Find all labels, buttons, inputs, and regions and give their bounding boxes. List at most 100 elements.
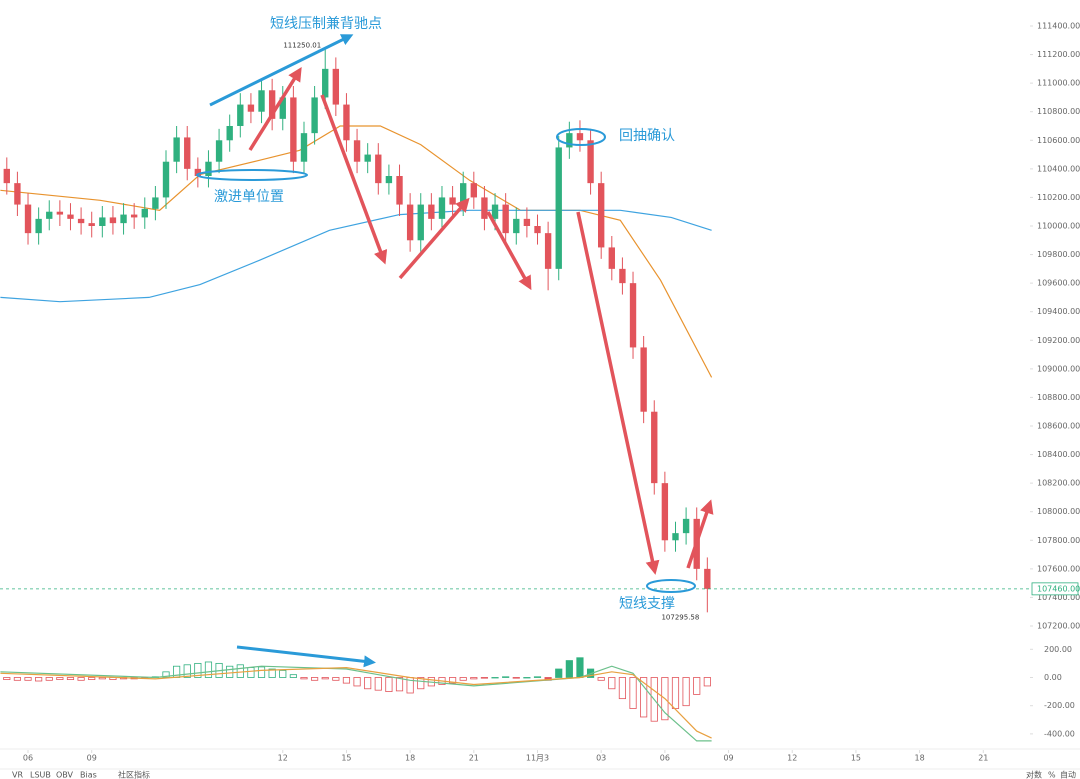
histogram-bar [374, 677, 382, 691]
histogram-bar [523, 677, 531, 679]
candle-body [56, 211, 64, 215]
histogram-bar [640, 677, 648, 718]
candle-body [237, 104, 244, 126]
toolbar-item[interactable]: 社区指标 [118, 770, 150, 779]
candle-body [184, 137, 191, 169]
candle-body [555, 147, 562, 269]
candle-body [364, 154, 371, 162]
candle-body [14, 183, 21, 205]
candle-body [24, 204, 32, 234]
arrow [320, 94, 388, 265]
candle-body [311, 97, 318, 134]
candle-body [544, 233, 552, 269]
toolbar-item[interactable]: Bias [80, 771, 97, 779]
candle-body [247, 104, 255, 112]
histogram-bar [353, 677, 361, 687]
low-label: 107295.58 [661, 613, 699, 621]
histogram-bar [693, 677, 701, 695]
y-tick-label: 108800.00 [1037, 393, 1080, 402]
candle-body [120, 214, 127, 224]
candle-body [258, 90, 265, 112]
histogram-bar [35, 677, 43, 682]
candle-body [428, 204, 435, 219]
arrow [248, 67, 302, 151]
candle-body [162, 161, 170, 198]
toolbar-item[interactable]: 自动 [1060, 770, 1076, 779]
candle-body [290, 97, 297, 162]
histogram-bar [555, 668, 563, 678]
x-tick-label: 03 [596, 754, 606, 763]
candle-body [640, 347, 647, 412]
y-tick-label: 108400.00 [1037, 450, 1080, 459]
candle-body [3, 168, 10, 184]
histogram-bar [512, 677, 520, 679]
candle-body [141, 208, 148, 218]
y-tick-label: 109200.00 [1037, 336, 1080, 345]
histogram-bar [204, 661, 213, 678]
candle-body [130, 214, 138, 218]
candle-body [576, 133, 584, 141]
histogram-bar [342, 677, 351, 684]
histogram-bar [77, 677, 85, 681]
y-tick-label: 110400.00 [1037, 164, 1080, 173]
y-tick-label: 108200.00 [1037, 479, 1080, 488]
candle-body [215, 140, 223, 162]
high-label: 111250.01 [283, 41, 321, 49]
candle-body [88, 223, 95, 226]
histogram-bar [247, 667, 255, 678]
candle-body [353, 140, 361, 162]
candle-body [438, 197, 446, 219]
arrow [486, 211, 532, 291]
candle-body [523, 218, 531, 226]
candle-body [279, 97, 286, 119]
candle-body [173, 137, 180, 162]
histogram-bar [671, 677, 680, 709]
candle-body [566, 133, 573, 148]
candle-body [77, 218, 85, 224]
candle-body [598, 183, 605, 248]
toolbar-item[interactable]: LSUB [30, 771, 51, 779]
y-tick-label: 110800.00 [1037, 107, 1080, 116]
histogram-bar [565, 660, 573, 678]
histogram-bar [257, 666, 266, 678]
y-tick-label: 107400.00 [1037, 593, 1080, 602]
x-tick-label: 09 [723, 754, 733, 763]
x-tick-label: 18 [405, 754, 415, 763]
histogram-bar [417, 677, 425, 690]
y-tick-label: 200.00 [1044, 645, 1072, 654]
histogram-bar [470, 677, 478, 680]
y-tick-label: 110600.00 [1037, 136, 1080, 145]
last-price-box [1031, 582, 1079, 596]
x-tick-label: 15 [341, 754, 351, 763]
histogram-bar [289, 674, 297, 678]
histogram-bar [395, 677, 404, 692]
histogram-bar [502, 676, 510, 678]
histogram-bar [45, 677, 53, 681]
candle-body [608, 247, 615, 269]
line [0, 666, 712, 739]
arrow [398, 197, 470, 280]
histogram-bar [703, 677, 711, 687]
candle-body [481, 197, 488, 219]
candle-body [491, 204, 499, 219]
toolbar-item[interactable]: 对数 [1026, 770, 1042, 779]
histogram-bar [300, 677, 308, 680]
x-tick-label: 21 [469, 754, 479, 763]
y-tick-label: 111200.00 [1037, 50, 1080, 59]
candle-body [470, 183, 478, 198]
y-tick-label: 109800.00 [1037, 250, 1080, 259]
x-tick-label: 12 [278, 754, 288, 763]
candle-body [672, 533, 679, 541]
toolbar-item[interactable]: % [1048, 771, 1056, 779]
candle-body [322, 68, 329, 98]
histogram-bar [491, 677, 499, 679]
histogram-bar [385, 677, 393, 692]
toolbar-item[interactable]: OBV [56, 771, 74, 779]
candle-body [67, 214, 74, 219]
toolbar-item[interactable]: VR [12, 771, 23, 779]
candle-body [194, 168, 202, 176]
candle-body [205, 161, 212, 176]
histogram-bar [597, 677, 605, 681]
histogram-bar [279, 670, 287, 678]
